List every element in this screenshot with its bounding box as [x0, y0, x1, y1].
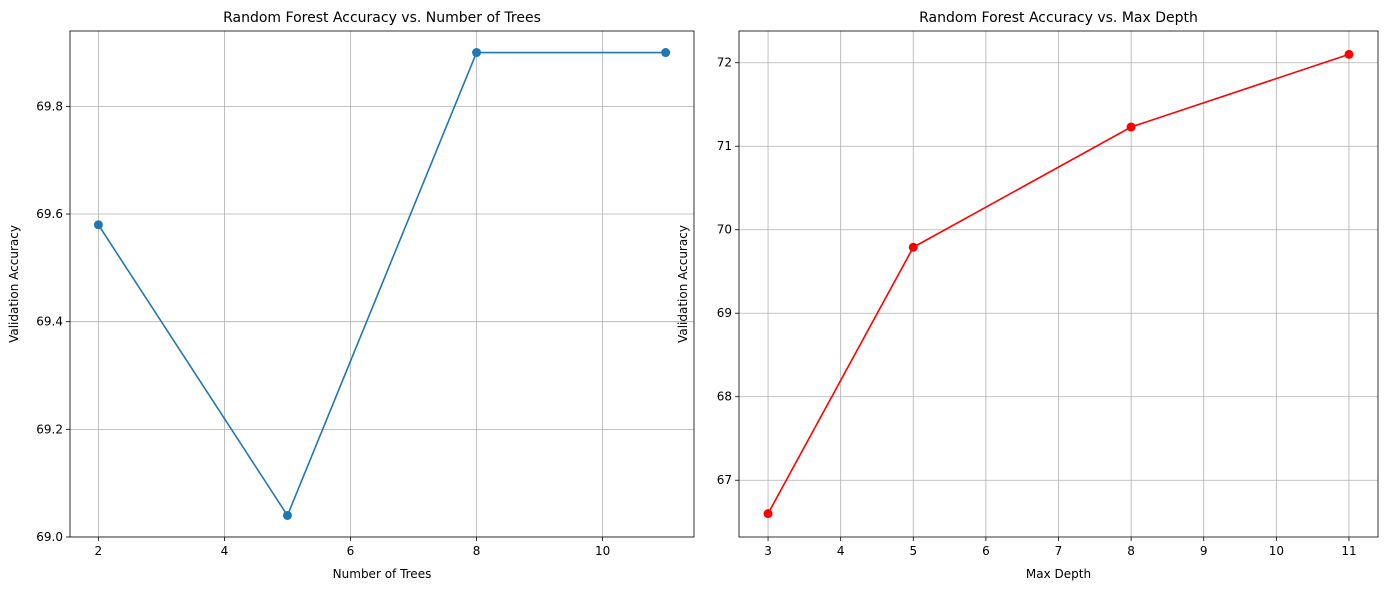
depth-xtick-label: 9: [1200, 544, 1208, 558]
depth-ytick-label: 70: [717, 223, 732, 237]
depth-xtick-label: 8: [1127, 544, 1135, 558]
trees-ytick-label: 69.6: [36, 207, 63, 221]
trees-ytick-label: 69.4: [36, 315, 63, 329]
trees-ytick-label: 69.0: [36, 530, 63, 544]
depth-ytick-label: 68: [717, 390, 732, 404]
trees-plot-frame: [69, 30, 695, 538]
depth-data-point: [908, 242, 918, 252]
trees-ytick-label: 69.2: [36, 422, 63, 436]
trees-data-point: [93, 220, 103, 230]
trees-data-point: [661, 48, 671, 58]
trees-xtick-label: 2: [95, 544, 103, 558]
depth-xtick-label: 6: [982, 544, 990, 558]
depth-data-point: [1344, 49, 1354, 59]
depth-xtick-label: 5: [909, 544, 917, 558]
depth-xtick-label: 4: [837, 544, 845, 558]
depth-ytick-label: 71: [717, 139, 732, 153]
depth-xtick-label: 10: [1269, 544, 1284, 558]
trees-data-point: [472, 48, 482, 58]
trees-series-line: [97, 51, 666, 517]
trees-xtick-label: 10: [595, 544, 610, 558]
depth-xtick-label: 3: [764, 544, 772, 558]
depth-ytick-label: 72: [717, 56, 732, 70]
trees-xtick-label: 6: [347, 544, 355, 558]
depth-ytick-label: 69: [717, 306, 732, 320]
depth-series-line: [767, 53, 1350, 515]
trees-xtick-label: 8: [473, 544, 481, 558]
trees-x-axis-label: Number of Trees: [333, 567, 432, 581]
depth-ytick-label: 67: [717, 473, 732, 487]
depth-data-point: [1126, 122, 1136, 132]
depth-data-point: [763, 509, 773, 519]
trees-y-axis-label: Validation Accuracy: [7, 225, 21, 343]
depth-x-axis-label: Max Depth: [1026, 567, 1091, 581]
depth-xtick-label: 7: [1055, 544, 1063, 558]
depth-y-axis-label: Validation Accuracy: [676, 225, 690, 343]
trees-chart-title: Random Forest Accuracy vs. Number of Tre…: [223, 10, 541, 26]
depth-xtick-label: 11: [1341, 544, 1356, 558]
trees-xtick-label: 4: [221, 544, 229, 558]
depth-chart-title: Random Forest Accuracy vs. Max Depth: [919, 10, 1198, 26]
chart-trees: 2 4 6 8 10 69.0 69.2 69.4 69.6 69.8 Number of Tree…: [7, 10, 695, 581]
trees-data-point: [282, 510, 292, 520]
trees-ytick-label: 69.8: [36, 99, 63, 113]
